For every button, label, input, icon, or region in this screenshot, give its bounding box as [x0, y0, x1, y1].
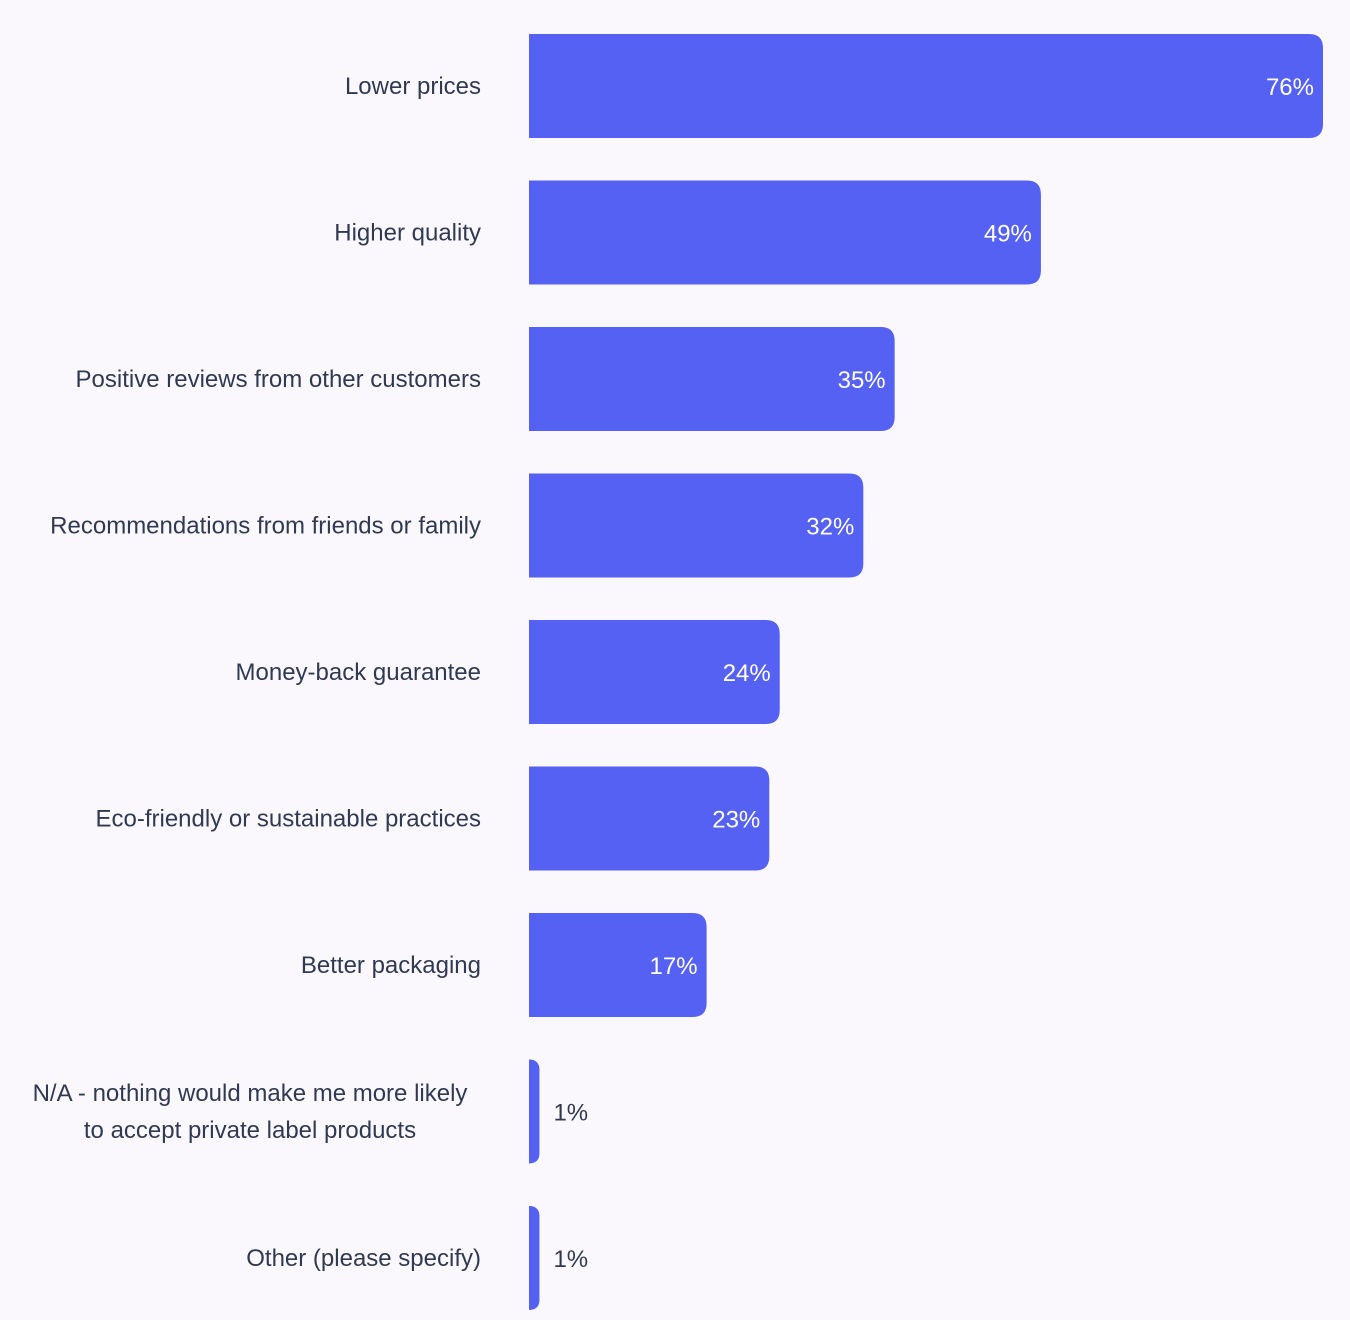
value-label-5: 24%: [723, 660, 771, 687]
bar-2: [529, 180, 1041, 285]
bar-7: [529, 913, 707, 1017]
bar-8: [529, 1059, 540, 1164]
value-label-7: 17%: [650, 953, 698, 980]
category-label-4: Recommendations from friends or family: [50, 513, 481, 540]
value-labels: 76% 49% 35% 32% 24% 23% 17% 1% 1%: [553, 74, 1314, 1273]
category-labels: Lower prices Higher quality Positive revie…: [33, 73, 481, 1272]
category-label-2: Higher quality: [334, 220, 481, 247]
bar-6: [529, 766, 770, 871]
bars: [529, 34, 1323, 1310]
value-label-1: 76%: [1266, 74, 1314, 101]
bar-5: [529, 620, 780, 724]
value-label-9: 1%: [553, 1246, 588, 1273]
category-label-7: Better packaging: [301, 952, 481, 979]
category-label-5: Money-back guarantee: [236, 659, 481, 686]
value-label-3: 35%: [838, 367, 886, 394]
category-label-line: N/A - nothing would make me more likely: [33, 1080, 468, 1107]
category-label-1: Lower prices: [345, 73, 481, 100]
bar-1: [529, 34, 1323, 138]
value-label-4: 32%: [806, 514, 854, 541]
value-label-6: 23%: [712, 807, 760, 834]
value-label-8: 1%: [553, 1100, 588, 1127]
category-label-8: N/A - nothing would make me more likely t…: [33, 1080, 468, 1144]
bar-9: [529, 1206, 540, 1310]
category-label-9: Other (please specify): [246, 1245, 481, 1272]
category-label-3: Positive reviews from other customers: [76, 366, 481, 393]
bar-3: [529, 327, 895, 431]
category-label-6: Eco-friendly or sustainable practices: [95, 806, 481, 833]
bar-4: [529, 473, 864, 578]
category-label-line: to accept private label products: [84, 1117, 416, 1144]
value-label-2: 49%: [984, 221, 1032, 248]
